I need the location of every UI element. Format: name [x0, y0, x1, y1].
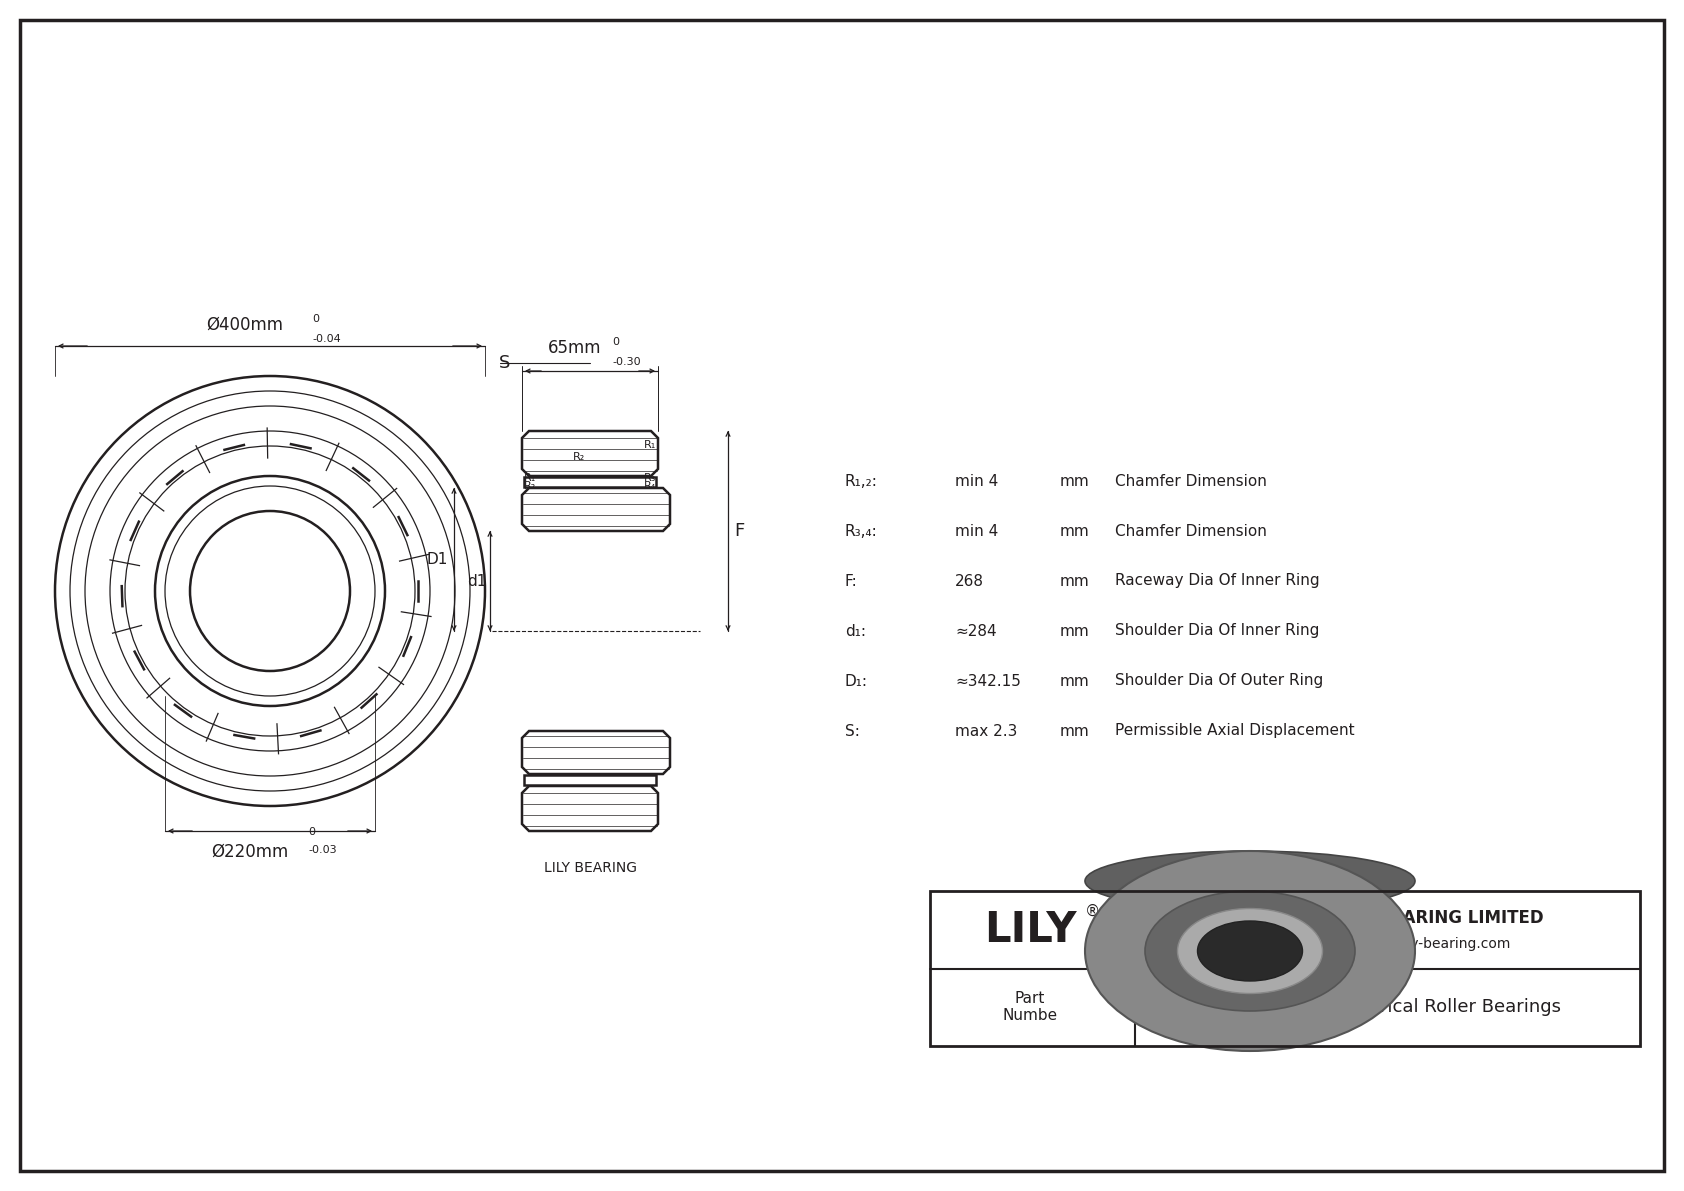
- Text: 0: 0: [611, 337, 620, 347]
- Text: SHANGHAI LILY BEARING LIMITED: SHANGHAI LILY BEARING LIMITED: [1231, 909, 1544, 927]
- Text: Part
Numbe: Part Numbe: [1002, 991, 1058, 1023]
- Text: Ø220mm: Ø220mm: [212, 843, 288, 861]
- Text: F: F: [734, 522, 744, 540]
- Ellipse shape: [1084, 852, 1415, 1050]
- Text: ≈342.15: ≈342.15: [955, 673, 1021, 688]
- Text: Ø400mm: Ø400mm: [207, 316, 283, 333]
- Text: mm: mm: [1059, 723, 1090, 738]
- Text: S: S: [498, 354, 510, 372]
- Text: -0.30: -0.30: [611, 357, 640, 367]
- Text: R₂: R₂: [573, 453, 584, 462]
- Text: min 4: min 4: [955, 524, 999, 538]
- Text: LILY: LILY: [983, 909, 1076, 950]
- Text: 65mm: 65mm: [549, 339, 601, 357]
- Text: mm: mm: [1059, 524, 1090, 538]
- Bar: [930, 891, 1640, 1046]
- Text: LILY BEARING: LILY BEARING: [544, 861, 637, 875]
- Text: Shoulder Dia Of Outer Ring: Shoulder Dia Of Outer Ring: [1115, 673, 1324, 688]
- Text: D₁:: D₁:: [845, 673, 867, 688]
- Text: R₃,₄:: R₃,₄:: [845, 524, 877, 538]
- Text: 268: 268: [955, 574, 983, 588]
- Text: min 4: min 4: [955, 474, 999, 488]
- Text: Raceway Dia Of Inner Ring: Raceway Dia Of Inner Ring: [1115, 574, 1320, 588]
- Bar: [524, 775, 657, 785]
- Text: R₃: R₃: [643, 473, 657, 484]
- Text: D1: D1: [426, 553, 448, 567]
- Text: F:: F:: [845, 574, 857, 588]
- Ellipse shape: [1177, 909, 1322, 993]
- Text: ®: ®: [1084, 904, 1100, 919]
- Text: max 2.3: max 2.3: [955, 723, 1017, 738]
- Text: NJ 244 ECM Cylindrical Roller Bearings: NJ 244 ECM Cylindrical Roller Bearings: [1214, 998, 1561, 1016]
- Ellipse shape: [1145, 891, 1356, 1011]
- Text: d₁:: d₁:: [845, 624, 866, 638]
- Text: Chamfer Dimension: Chamfer Dimension: [1115, 474, 1266, 488]
- Text: R₁: R₁: [524, 473, 536, 484]
- Text: Chamfer Dimension: Chamfer Dimension: [1115, 524, 1266, 538]
- Text: 0: 0: [308, 827, 315, 837]
- Text: -0.03: -0.03: [308, 844, 337, 855]
- Text: Permissible Axial Displacement: Permissible Axial Displacement: [1115, 723, 1354, 738]
- Text: d1: d1: [466, 574, 487, 588]
- Text: Email: lilybearing@lily-bearing.com: Email: lilybearing@lily-bearing.com: [1265, 937, 1511, 950]
- Ellipse shape: [1197, 921, 1302, 981]
- Text: ≈284: ≈284: [955, 624, 997, 638]
- Text: S:: S:: [845, 723, 861, 738]
- Text: R₁,₂:: R₁,₂:: [845, 474, 877, 488]
- Text: Shoulder Dia Of Inner Ring: Shoulder Dia Of Inner Ring: [1115, 624, 1319, 638]
- Text: mm: mm: [1059, 574, 1090, 588]
- Text: mm: mm: [1059, 624, 1090, 638]
- Text: 0: 0: [312, 314, 318, 324]
- Bar: [524, 478, 657, 487]
- Text: R₁: R₁: [643, 439, 657, 450]
- Text: R₂: R₂: [524, 481, 536, 491]
- Text: mm: mm: [1059, 673, 1090, 688]
- Text: mm: mm: [1059, 474, 1090, 488]
- Text: R₄: R₄: [643, 481, 657, 491]
- Text: -0.04: -0.04: [312, 333, 340, 344]
- Ellipse shape: [1084, 852, 1415, 911]
